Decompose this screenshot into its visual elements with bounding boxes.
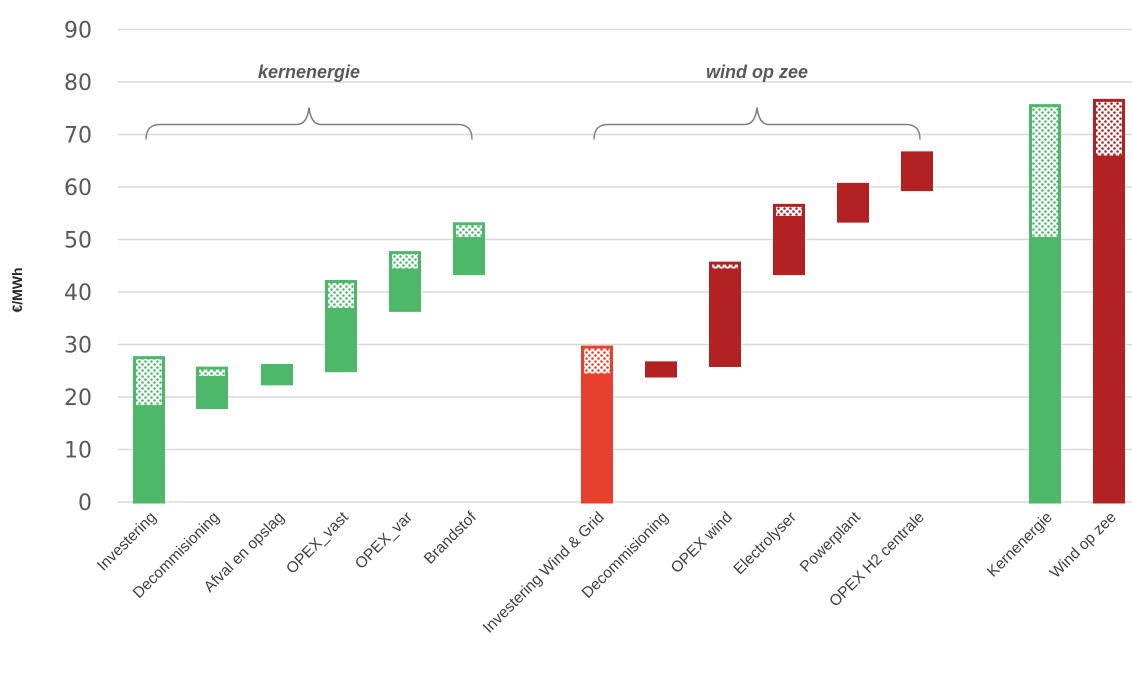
- x-category-label: Investering Wind & Grid: [480, 509, 608, 637]
- group-label: wind op zee: [706, 62, 808, 82]
- bars: [133, 98, 1125, 504]
- bar-13: [1093, 98, 1125, 504]
- x-category-label: Electrolyser: [731, 509, 800, 578]
- bar-1: [196, 366, 228, 409]
- bar-outline: [389, 251, 421, 312]
- bar-outline: [1093, 98, 1125, 504]
- bar-solid-segment: [390, 268, 420, 311]
- bar-solid-segment: [646, 362, 676, 376]
- bar-outline: [133, 356, 165, 504]
- bar-hatched-segment: [710, 263, 740, 269]
- bar-hatched-segment: [454, 223, 484, 237]
- bar-solid-segment: [262, 365, 292, 384]
- x-category-label: OPEX_var: [352, 509, 416, 573]
- bar-hatched-segment: [326, 281, 356, 308]
- gridlines: [118, 28, 1132, 503]
- bar-9: [773, 203, 805, 276]
- bar-4: [389, 251, 421, 312]
- bar-solid-segment: [710, 268, 740, 366]
- y-tick-label: 90: [64, 19, 92, 44]
- bar-solid-segment: [774, 215, 804, 274]
- bar-hatched-segment: [1094, 100, 1124, 156]
- y-tick-label: 20: [64, 386, 92, 411]
- bar-solid-segment: [134, 404, 164, 502]
- bar-hatched-segment: [582, 347, 612, 374]
- y-tick-label: 60: [64, 176, 92, 201]
- bar-solid-segment: [838, 184, 868, 222]
- bar-solid-segment: [454, 236, 484, 274]
- y-tick-label: 10: [64, 439, 92, 464]
- y-tick-label: 0: [78, 491, 92, 516]
- bar-solid-segment: [1094, 155, 1124, 502]
- bar-outline: [645, 361, 677, 378]
- bar-outline: [901, 151, 933, 192]
- bar-outline: [773, 203, 805, 276]
- bar-outline: [837, 182, 869, 223]
- group-braces: kernenergie wind op zee: [145, 62, 921, 140]
- bar-outline: [325, 280, 357, 373]
- bar-solid-segment: [582, 373, 612, 502]
- x-category-label: Brandstof: [421, 508, 480, 567]
- x-category-label: Powerplant: [797, 508, 864, 575]
- bar-10: [837, 182, 869, 223]
- bar-solid-segment: [197, 376, 227, 408]
- bar-2: [261, 364, 293, 386]
- bar-hatched-segment: [774, 205, 804, 216]
- bar-5: [453, 222, 485, 276]
- bar-solid-segment: [326, 307, 356, 371]
- bar-7: [645, 361, 677, 378]
- y-axis-label: €/MWh: [9, 267, 25, 312]
- bar-0: [133, 356, 165, 504]
- bar-11: [901, 151, 933, 192]
- bar-outline: [581, 345, 613, 504]
- bar-outline: [196, 366, 228, 409]
- bar-outline: [261, 364, 293, 386]
- bar-outline: [453, 222, 485, 276]
- bar-solid-segment: [1030, 236, 1060, 502]
- bar-hatched-segment: [197, 368, 227, 376]
- group-brace: [145, 107, 473, 140]
- bar-6: [581, 345, 613, 504]
- y-tick-label: 40: [64, 281, 92, 306]
- bar-12: [1029, 104, 1061, 504]
- x-category-label: OPEX_vast: [283, 508, 352, 577]
- bar-8: [709, 261, 741, 367]
- x-category-label: Kernenergie: [984, 509, 1056, 581]
- bar-hatched-segment: [134, 357, 164, 405]
- bar-hatched-segment: [390, 252, 420, 269]
- bar-solid-segment: [902, 152, 932, 190]
- bar-outline: [1029, 104, 1061, 504]
- y-tick-label: 80: [64, 71, 92, 96]
- y-tick-label: 70: [64, 124, 92, 149]
- group-label: kernenergie: [258, 62, 360, 82]
- y-tick-label: 30: [64, 334, 92, 359]
- x-category-label: Wind op zee: [1047, 509, 1120, 582]
- bar-hatched-segment: [1030, 105, 1060, 237]
- bar-outline: [709, 261, 741, 367]
- bar-3: [325, 280, 357, 373]
- x-category-label: OPEX wind: [668, 509, 736, 577]
- group-brace: [593, 107, 921, 140]
- y-tick-label: 50: [64, 229, 92, 254]
- x-category-label: Investering: [94, 509, 160, 575]
- y-axis-ticks: 0 10 20 30 40 50 60 70 80 90: [64, 19, 92, 517]
